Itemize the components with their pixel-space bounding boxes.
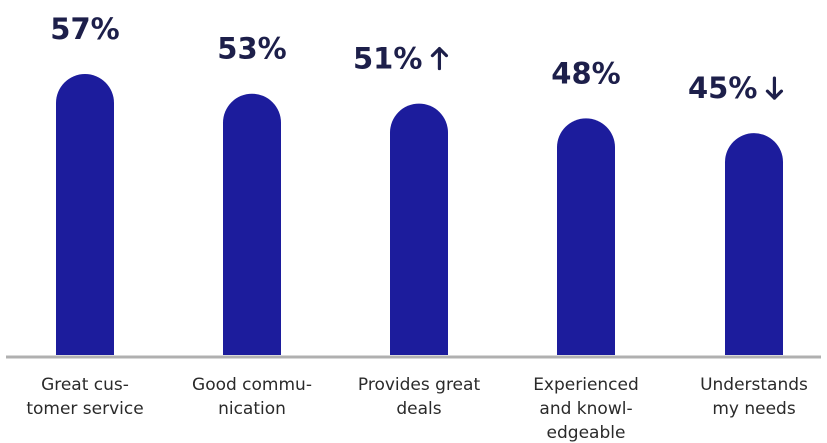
category-label-1: Great cus-tomer service <box>26 375 143 419</box>
bar-5 <box>725 133 783 355</box>
category-label-4: Experienced and knowl-edgeable <box>533 375 639 443</box>
value-label-2: 53% <box>217 32 286 66</box>
category-labels-group: Great cus-tomer service Good commu-nicati… <box>26 375 808 443</box>
value-label-5: 45% <box>688 71 757 105</box>
value-label-4: 48% <box>551 56 620 90</box>
category-label-5: Understands my needs <box>700 375 808 419</box>
bar-2 <box>223 93 281 355</box>
value-label-3: 51% <box>353 42 422 76</box>
category-label-2: Good commu-nication <box>192 375 312 419</box>
arrow-down-icon <box>765 76 784 100</box>
bar-1 <box>56 74 114 355</box>
category-label-3: Provides great deals <box>358 375 481 419</box>
bars-group <box>56 74 783 355</box>
bar-3 <box>390 103 448 355</box>
arrow-up-icon <box>430 46 449 71</box>
value-labels-group: 57% 53% 51% 48% 45% <box>50 12 784 105</box>
bar-4 <box>557 118 615 355</box>
value-label-1: 57% <box>50 12 119 46</box>
